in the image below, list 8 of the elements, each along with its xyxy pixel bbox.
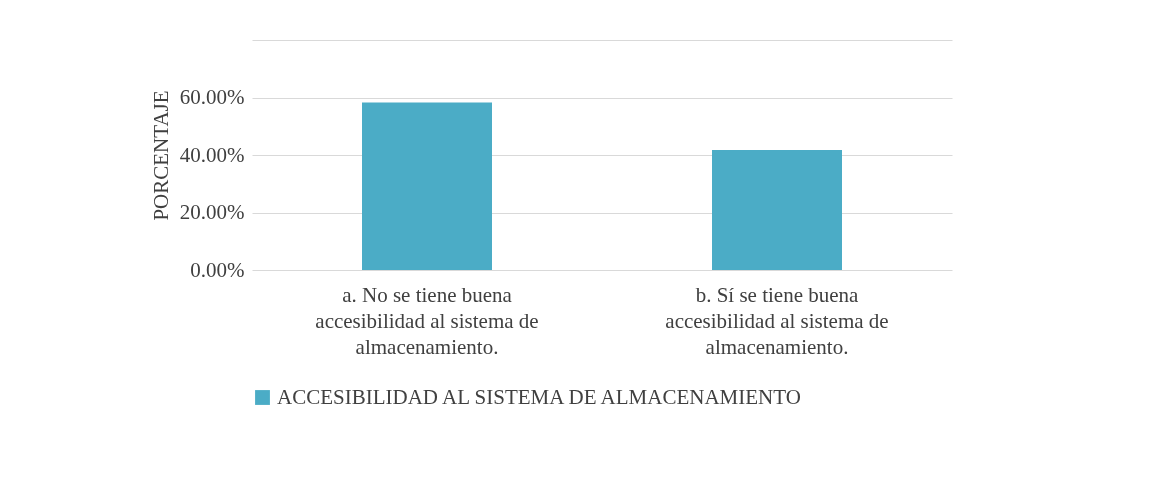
- x-tick-label: a. No se tiene buena accesibilidad al sistema de almacenamiento.: [315, 282, 539, 359]
- x-tick-label: b. Sí se tiene buena accesibilidad al sistema de almacenamiento.: [665, 282, 889, 359]
- y-tick-label: 40.00%: [179, 142, 245, 167]
- y-axis-title: PORCENTAJE: [148, 90, 173, 221]
- y-tick-label: 20.00%: [179, 200, 245, 224]
- legend-label: ACCESIBILIDAD AL SISTEMA DE ALMACENAMIENTO: [277, 384, 801, 409]
- y-tick-label: 60.00%: [179, 85, 245, 109]
- y-tick-label: 0.00%: [190, 257, 245, 282]
